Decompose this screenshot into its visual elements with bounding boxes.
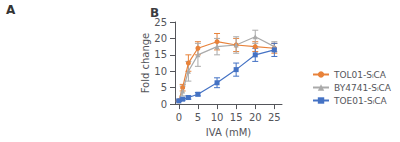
svg-text:0: 0 (176, 112, 182, 123)
svg-text:TOE01-SₗCA: TOE01-SₗCA (333, 96, 387, 106)
svg-text:25: 25 (268, 112, 281, 123)
svg-text:25: 25 (154, 16, 167, 28)
svg-text:15: 15 (154, 49, 167, 60)
svg-text:A: A (6, 3, 16, 17)
svg-text:20: 20 (154, 33, 167, 44)
svg-text:Fold change: Fold change (140, 33, 151, 94)
svg-text:BY4741-SₗCA: BY4741-SₗCA (334, 83, 392, 93)
svg-text:B: B (150, 6, 159, 20)
svg-text:10: 10 (211, 112, 224, 123)
svg-text:15: 15 (230, 112, 243, 123)
svg-text:5: 5 (195, 112, 201, 123)
svg-text:0: 0 (161, 99, 167, 110)
svg-text:10: 10 (154, 66, 167, 77)
svg-text:TOL01-SₗCA: TOL01-SₗCA (333, 70, 387, 80)
svg-text:5: 5 (161, 82, 167, 93)
svg-text:20: 20 (249, 112, 262, 123)
svg-text:IVA (mM): IVA (mM) (206, 127, 251, 138)
